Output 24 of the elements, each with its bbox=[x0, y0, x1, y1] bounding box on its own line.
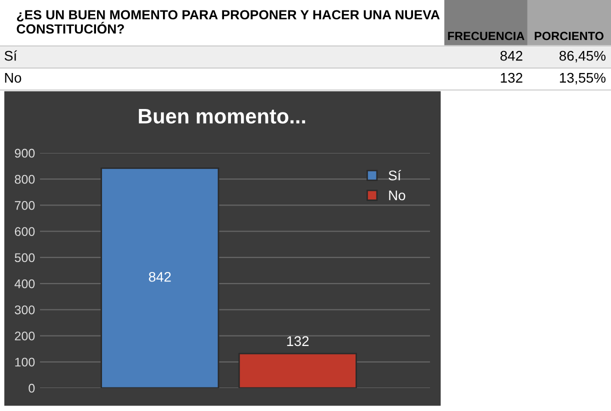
y-tick-label: 300 bbox=[14, 305, 35, 314]
text: ¿ES UN BUEN MOMENTO PARA PROPONER Y HACER UNA NUEVA CONSTITUCIÓN? bbox=[16, 10, 440, 34]
text: No bbox=[5, 73, 22, 83]
y-tick-label: 900 bbox=[14, 148, 35, 158]
data-label: 132 bbox=[287, 336, 309, 346]
text: FRECUENCIA bbox=[448, 32, 524, 40]
y-tick-label: 700 bbox=[14, 201, 35, 210]
text: PORCIENTO bbox=[534, 32, 604, 40]
text: 842 bbox=[500, 50, 522, 61]
text: 132 bbox=[500, 72, 522, 83]
y-tick-label: 0 bbox=[28, 384, 35, 393]
data-label: 842 bbox=[148, 272, 171, 282]
y-tick-label: 500 bbox=[14, 253, 35, 262]
y-tick-label: 400 bbox=[14, 279, 35, 288]
y-tick-label: 800 bbox=[14, 174, 35, 184]
y-tick-label: 600 bbox=[14, 227, 35, 236]
y-tick-label: 100 bbox=[15, 358, 35, 367]
legend-label: Sí bbox=[388, 170, 402, 180]
chart-title: Buen momento... bbox=[138, 109, 306, 124]
text: 13,55% bbox=[560, 72, 606, 84]
text: Sí bbox=[4, 50, 18, 61]
legend-label: No bbox=[389, 190, 406, 200]
y-tick-label: 200 bbox=[14, 332, 35, 340]
text: 86,45% bbox=[560, 50, 606, 62]
